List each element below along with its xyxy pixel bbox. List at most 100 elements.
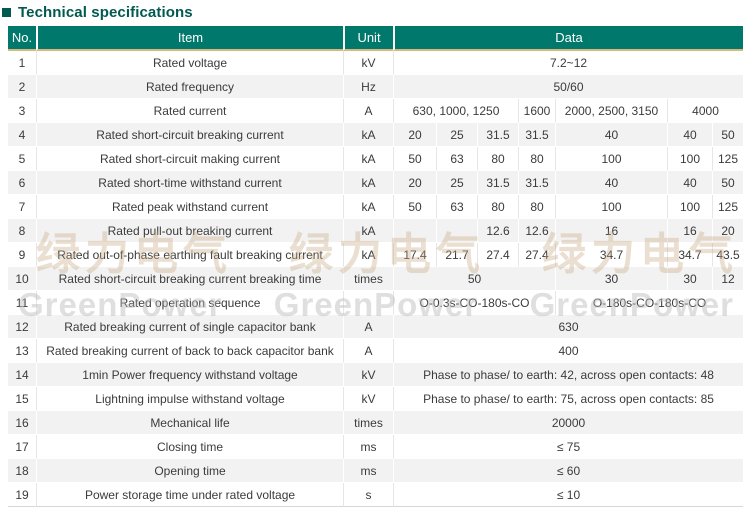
row-number: 15 [8,387,36,411]
col-header-no: No. [8,26,36,51]
unit-cell: Hz [343,75,393,99]
data-cell: 16 [667,219,712,243]
data-cell: 125 [712,195,744,219]
data-cell: 20 [393,123,436,147]
data-cell: 30 [555,267,667,291]
item-cell: Closing time [36,435,343,459]
data-cell: 25 [436,123,477,147]
data-cell: O-0.3s-CO-180s-CO [393,291,555,315]
data-cell [436,219,477,243]
row-number: 5 [8,147,36,171]
data-cell: 20 [393,171,436,195]
data-cell: 63 [436,147,477,171]
data-cell: 31.5 [518,171,555,195]
item-cell: Rated short-circuit breaking current bre… [36,267,343,291]
table-row: 16 Mechanical life times 20000 [8,411,744,435]
item-cell: Rated breaking current of single capacit… [36,315,343,339]
data-cell: 40 [667,171,712,195]
data-cell: 2000, 2500, 3150 [555,99,667,123]
data-cell: 43.5 [712,243,744,267]
data-cell: 63 [436,195,477,219]
row-number: 12 [8,315,36,339]
table-row: 7 Rated peak withstand current kA 50 63 … [8,195,744,219]
data-cell: 80 [477,195,518,219]
row-number: 10 [8,267,36,291]
data-cell: 27.4 [477,243,518,267]
data-cell: 31.5 [477,171,518,195]
table-row: 17 Closing time ms ≤ 75 [8,435,744,459]
data-cell: 100 [555,147,667,171]
title-bullet-icon [2,7,11,17]
item-cell: Rated peak withstand current [36,195,343,219]
section-title-row: Technical specifications [2,3,193,21]
data-cell: 40 [555,171,667,195]
data-cell [393,219,436,243]
table-row: 19 Power storage time under rated voltag… [8,483,744,507]
header-row: No. Item Unit Data [8,26,744,51]
data-cell: ≤ 60 [393,459,744,483]
data-cell: 20 [712,219,744,243]
unit-cell: kA [343,219,393,243]
unit-cell: A [343,99,393,123]
item-cell: Rated operation sequence [36,291,343,315]
unit-cell [343,291,393,315]
table-row: 2 Rated frequency Hz 50/60 [8,75,744,99]
table-row: 10 Rated short-circuit breaking current … [8,267,744,291]
data-cell: 50 [393,267,555,291]
unit-cell: ms [343,459,393,483]
unit-cell: kA [343,243,393,267]
unit-cell: kV [343,363,393,387]
item-cell: Rated short-circuit making current [36,147,343,171]
unit-cell: ms [343,435,393,459]
row-number: 6 [8,171,36,195]
data-cell: 50 [712,123,744,147]
table-row: 1 Rated voltage kV 7.2~12 [8,51,744,75]
data-cell: 50 [712,171,744,195]
unit-cell: kV [343,51,393,75]
data-cell: 21.7 [436,243,477,267]
unit-cell: kV [343,387,393,411]
unit-cell: kA [343,147,393,171]
col-header-unit: Unit [343,26,393,51]
data-cell: 400 [393,339,744,363]
data-cell: 25 [436,171,477,195]
data-cell: 50 [393,147,436,171]
table-row: 4 Rated short-circuit breaking current k… [8,123,744,147]
row-number: 16 [8,411,36,435]
data-cell: ≤ 10 [393,483,744,507]
item-cell: Rated short-time withstand current [36,171,343,195]
unit-cell: kA [343,123,393,147]
item-cell: Mechanical life [36,411,343,435]
data-cell: 630 [393,315,744,339]
col-header-data: Data [393,26,744,51]
data-cell: 4000 [667,99,744,123]
table-row: 5 Rated short-circuit making current kA … [8,147,744,171]
unit-cell: kA [343,195,393,219]
data-cell: 30 [667,267,712,291]
item-cell: Power storage time under rated voltage [36,483,343,507]
row-number: 17 [8,435,36,459]
data-cell: O-180s-CO-180s-CO [555,291,744,315]
data-cell: 40 [555,123,667,147]
data-cell: 27.4 [518,243,555,267]
row-number: 3 [8,99,36,123]
item-cell: Rated breaking current of back to back c… [36,339,343,363]
col-header-item: Item [36,26,343,51]
spec-table: No. Item Unit Data 1 Rated voltage kV 7.… [8,26,744,507]
item-cell: 1min Power frequency withstand voltage [36,363,343,387]
row-number: 14 [8,363,36,387]
item-cell: Rated current [36,99,343,123]
data-cell: 50/60 [393,75,744,99]
data-cell: 50 [393,195,436,219]
unit-cell: s [343,483,393,507]
data-cell: Phase to phase/ to earth: 75, across ope… [393,387,744,411]
table-row: 9 Rated out-of-phase earthing fault brea… [8,243,744,267]
item-cell: Rated pull-out breaking current [36,219,343,243]
item-cell: Rated voltage [36,51,343,75]
data-cell: 80 [518,195,555,219]
data-cell: 31.5 [518,123,555,147]
data-cell: 100 [555,195,667,219]
data-cell: 1600 [518,99,555,123]
row-number: 4 [8,123,36,147]
